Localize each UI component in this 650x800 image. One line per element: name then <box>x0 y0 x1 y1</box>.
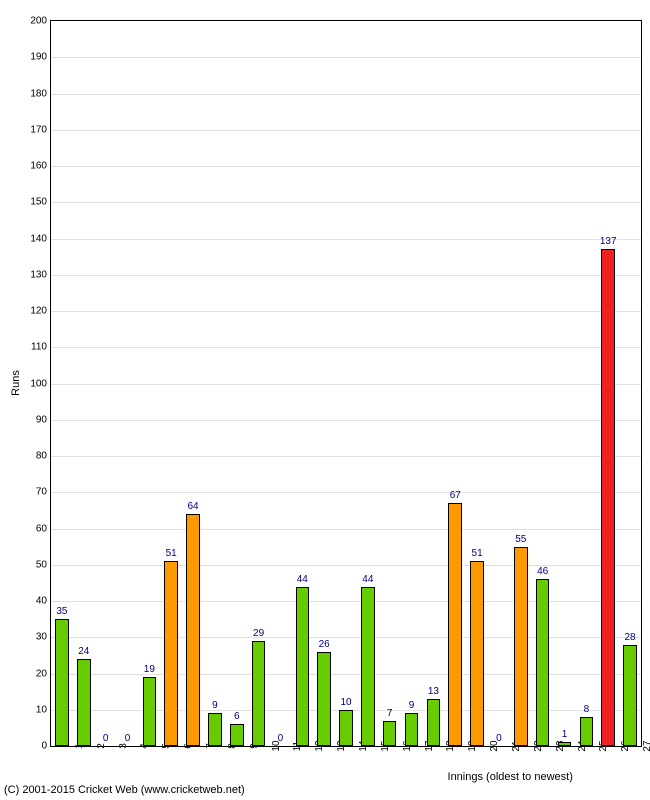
bar-value-label: 1 <box>562 729 568 740</box>
y-tick-label: 100 <box>30 378 51 389</box>
bar-value-label: 137 <box>600 236 617 247</box>
y-tick-label: 80 <box>36 451 51 462</box>
bar <box>164 561 178 746</box>
x-axis-label: Innings (oldest to newest) <box>448 771 573 783</box>
y-tick-label: 60 <box>36 523 51 534</box>
y-tick-label: 180 <box>30 88 51 99</box>
bar-value-label: 9 <box>212 700 218 711</box>
bar-value-label: 55 <box>515 534 526 545</box>
gridline <box>51 311 641 312</box>
bar-value-label: 67 <box>450 490 461 501</box>
bar <box>317 652 331 746</box>
gridline <box>51 166 641 167</box>
bar-value-label: 13 <box>428 686 439 697</box>
bar-value-label: 8 <box>584 704 590 715</box>
y-tick-label: 190 <box>30 52 51 63</box>
bar-value-label: 51 <box>472 548 483 559</box>
y-tick-label: 140 <box>30 233 51 244</box>
bar <box>208 713 222 746</box>
bar <box>514 547 528 746</box>
x-tick-label: 27 <box>630 740 650 751</box>
bar <box>536 579 550 746</box>
bar <box>470 561 484 746</box>
gridline <box>51 57 641 58</box>
bar-value-label: 7 <box>387 708 393 719</box>
chart-container: 0102030405060708090100110120130140150160… <box>0 0 650 800</box>
y-tick-label: 90 <box>36 414 51 425</box>
x-tick-label: 3 <box>106 743 129 749</box>
gridline <box>51 202 641 203</box>
gridline <box>51 492 641 493</box>
y-tick-label: 110 <box>31 342 51 353</box>
bar-value-label: 6 <box>234 711 240 722</box>
y-tick-label: 40 <box>36 596 51 607</box>
y-tick-label: 50 <box>36 559 51 570</box>
bar <box>601 249 615 746</box>
bar <box>296 587 310 747</box>
plot-area: 0102030405060708090100110120130140150160… <box>50 20 642 747</box>
gridline <box>51 420 641 421</box>
x-tick-label: 2 <box>84 743 107 749</box>
bar-value-label: 28 <box>625 632 636 643</box>
bar-value-label: 24 <box>78 646 89 657</box>
copyright-text: (C) 2001-2015 Cricket Web (www.cricketwe… <box>4 784 245 796</box>
bar <box>186 514 200 746</box>
y-tick-label: 0 <box>41 741 51 752</box>
gridline <box>51 456 641 457</box>
gridline <box>51 347 641 348</box>
gridline <box>51 94 641 95</box>
bar-value-label: 9 <box>409 700 415 711</box>
y-tick-label: 30 <box>36 632 51 643</box>
bar <box>623 645 637 747</box>
gridline <box>51 239 641 240</box>
gridline <box>51 674 641 675</box>
gridline <box>51 384 641 385</box>
bar-value-label: 10 <box>340 697 351 708</box>
gridline <box>51 565 641 566</box>
bar <box>252 641 266 746</box>
gridline <box>51 130 641 131</box>
y-tick-label: 160 <box>30 161 51 172</box>
bar-value-label: 26 <box>319 639 330 650</box>
bar-value-label: 19 <box>144 664 155 675</box>
y-tick-label: 150 <box>30 197 51 208</box>
y-tick-label: 10 <box>36 704 51 715</box>
y-tick-label: 200 <box>30 16 51 27</box>
gridline <box>51 601 641 602</box>
y-tick-label: 70 <box>36 487 51 498</box>
bar-value-label: 51 <box>166 548 177 559</box>
bar <box>361 587 375 747</box>
bar <box>143 677 157 746</box>
y-tick-label: 20 <box>36 668 51 679</box>
bar <box>77 659 91 746</box>
y-axis-label: Runs <box>10 370 22 396</box>
gridline <box>51 275 641 276</box>
bar-value-label: 35 <box>56 606 67 617</box>
bar-value-label: 44 <box>297 574 308 585</box>
y-tick-label: 170 <box>30 124 51 135</box>
gridline <box>51 529 641 530</box>
bar-value-label: 46 <box>537 566 548 577</box>
bar <box>55 619 69 746</box>
bar <box>427 699 441 746</box>
bar <box>448 503 462 746</box>
y-tick-label: 120 <box>30 306 51 317</box>
gridline <box>51 637 641 638</box>
bar-value-label: 29 <box>253 628 264 639</box>
bar-value-label: 44 <box>362 574 373 585</box>
bar-value-label: 64 <box>187 501 198 512</box>
y-tick-label: 130 <box>30 269 51 280</box>
